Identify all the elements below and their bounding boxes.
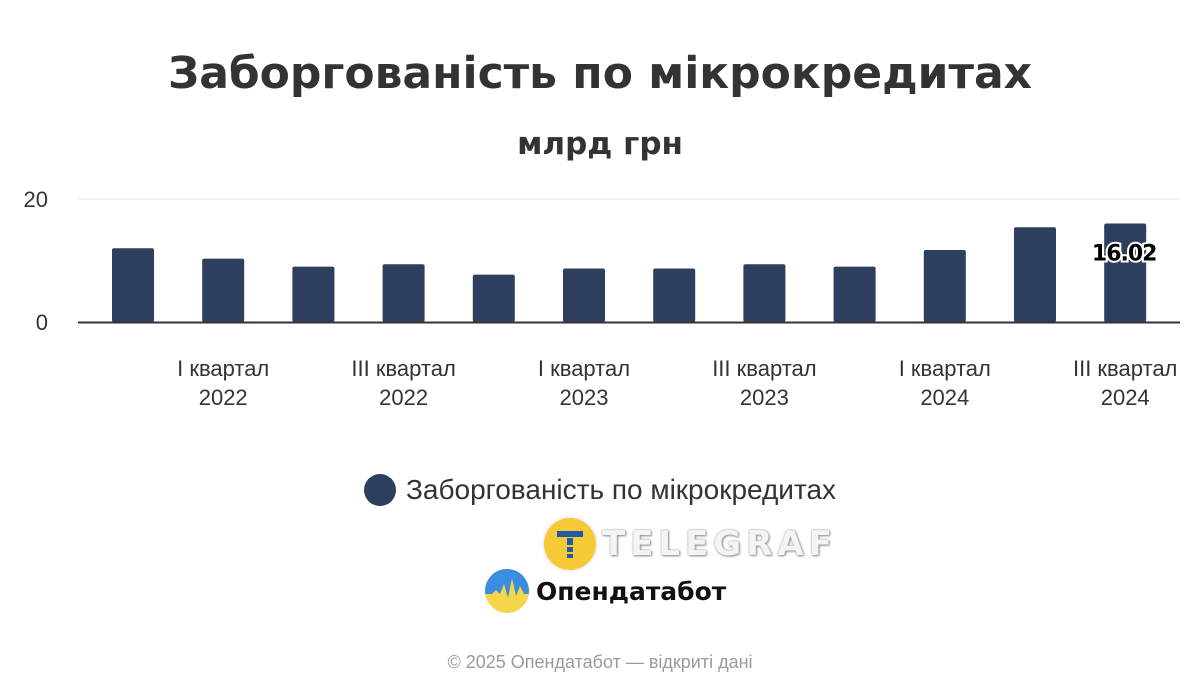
legend[interactable]: Заборгованість по мікрокредитах [0,474,1200,513]
legend-label: Заборгованість по мікрокредитах [405,474,837,505]
data-label: 16.02 [1092,241,1157,266]
x-tick-label: I квартал 2022 [177,356,269,410]
bar [202,258,245,322]
footer-credit: © 2025 Опендатабот — відкриті дані [447,652,753,672]
telegraf-wordmark: TELEGRAF [602,524,837,564]
opendatabot-wordmark: Опендатабот [536,576,727,606]
bar [743,264,786,322]
x-tick-label: III квартал 2024 [1073,356,1177,410]
bar [112,248,154,322]
bar [292,266,335,322]
legend-marker [363,474,396,506]
bar [923,250,966,322]
y-tick-label: 20 [24,187,48,212]
bar-chart: 0 20 I квартал 2022 III квартал 2022 I квартал… [24,187,1180,410]
telegraf-t-icon [544,518,596,570]
bar [1014,227,1056,322]
bar [563,268,605,322]
x-tick-label: I квартал 2024 [899,356,991,410]
bar [653,268,696,322]
x-tick-label: I квартал 2023 [538,356,630,410]
y-tick-label: 0 [36,310,48,335]
bar [472,274,515,322]
chart-subtitle: млрд грн [517,126,683,162]
telegraf-logo: TELEGRAF [544,516,837,572]
x-tick-label: III квартал 2022 [351,356,455,410]
chart-title: Заборгованість по мікрокредитах [167,48,1033,99]
bar [833,266,876,322]
opendatabot-wave-icon [485,569,529,613]
opendatabot-logo: Опендатабот [484,568,726,614]
x-tick-label: III квартал 2023 [712,356,816,410]
bar [382,264,425,322]
bar [1104,223,1147,322]
